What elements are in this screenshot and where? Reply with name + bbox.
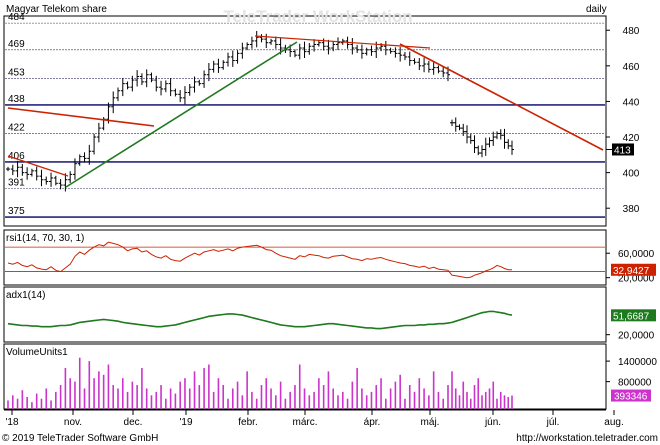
x-tick-label: aug. — [604, 417, 623, 428]
volume-last-value: 393346 — [614, 392, 648, 403]
price-level-label: 391 — [8, 178, 25, 189]
price-panel-frame — [3, 15, 607, 227]
rsi-value-tag-bg — [611, 263, 656, 276]
volume-label: VolumeUnits1 — [6, 347, 68, 358]
chart-title: Magyar Telekom share — [6, 4, 107, 15]
period-label: daily — [586, 4, 607, 15]
rsi-y-tick-label: 60,0000 — [618, 249, 655, 260]
volume-y-axis: 1400000 800000 — [606, 357, 657, 389]
adx-y-tick-label: 20,0000 — [618, 331, 655, 342]
price-level-label: 422 — [8, 122, 25, 133]
price-level-label: 469 — [8, 39, 25, 50]
price-y-axis: 480 460 440 420 400 380 — [606, 26, 640, 215]
rsi-last-value: 32,9427 — [613, 266, 650, 277]
rsi-label: rsi1(14, 70, 30, 1) — [6, 233, 84, 244]
price-horizontal-levels — [5, 22, 605, 218]
support-trendline-1 — [65, 41, 298, 188]
adx-value-tag: 51,6687 — [611, 309, 656, 322]
x-tick-label: dec. — [124, 417, 143, 428]
price-y-tick-label: 460 — [623, 62, 640, 73]
volume-value-tag: 393346 — [611, 389, 651, 403]
x-tick-label: nov. — [64, 417, 82, 428]
adx-value-tag-bg — [611, 309, 656, 322]
x-tick-label: '19 — [179, 417, 192, 428]
rsi-levels — [5, 246, 605, 272]
price-y-tick-label: 380 — [623, 204, 640, 215]
x-tick-label: febr. — [238, 417, 257, 428]
adx-last-value: 51,6687 — [613, 311, 650, 322]
price-level-label: 453 — [8, 67, 25, 78]
rsi-y-tick-label: 20,0000 — [618, 274, 655, 285]
rsi-y-axis: 60,0000 20,0000 — [606, 249, 655, 285]
last-price-value: 413 — [614, 145, 631, 156]
last-price-tag-bg — [612, 143, 634, 156]
volume-y-tick-label: 1400000 — [618, 357, 657, 368]
adx-line — [7, 310, 513, 330]
x-tick-label: '18 — [5, 417, 18, 428]
price-candles — [6, 30, 514, 192]
price-level-labels: 484 469 453 438 422 406 391 375 — [8, 12, 25, 217]
volume-y-tick-label: 800000 — [618, 378, 652, 389]
rsi-line — [7, 241, 512, 279]
adx-panel-frame — [3, 286, 607, 343]
x-tick-label: jún. — [484, 417, 501, 428]
last-price-tag: 413 — [606, 143, 634, 156]
x-tick-label: ápr. — [364, 417, 381, 428]
resistance-trendline-2 — [7, 155, 69, 177]
price-y-tick-label: 420 — [623, 133, 640, 144]
volume-bars — [7, 357, 513, 409]
resistance-trendline-1 — [7, 107, 155, 127]
volume-value-tag-bg — [611, 389, 651, 402]
x-axis: '18 nov. dec. '19 febr. márc. ápr. máj. jún. júl.… — [5, 410, 624, 428]
x-tick-label: márc. — [293, 417, 318, 428]
price-y-tick-label: 480 — [623, 26, 640, 37]
price-level-label: 406 — [8, 151, 25, 162]
x-tick-label: máj. — [421, 417, 440, 428]
rsi-value-tag: 32,9427 — [611, 263, 656, 277]
adx-label: adx1(14) — [6, 290, 45, 301]
resistance-trendline-4 — [399, 43, 604, 151]
copyright: © 2019 TeleTrader Software GmbH — [2, 433, 158, 444]
price-level-label: 484 — [8, 12, 25, 23]
adx-y-axis: 20,0000 — [606, 331, 655, 342]
price-level-label: 375 — [8, 206, 25, 217]
price-y-tick-label: 440 — [623, 97, 640, 108]
trendlines — [7, 35, 604, 188]
price-y-tick-label: 400 — [623, 169, 640, 180]
x-tick-label: júl. — [546, 417, 560, 428]
source-url: http://workstation.teletrader.com — [516, 433, 658, 444]
price-level-label: 438 — [8, 94, 25, 105]
resistance-trendline-3 — [254, 35, 431, 49]
rsi-panel-frame — [3, 229, 607, 286]
watermark: TeleTrader WorkStation — [223, 7, 412, 26]
